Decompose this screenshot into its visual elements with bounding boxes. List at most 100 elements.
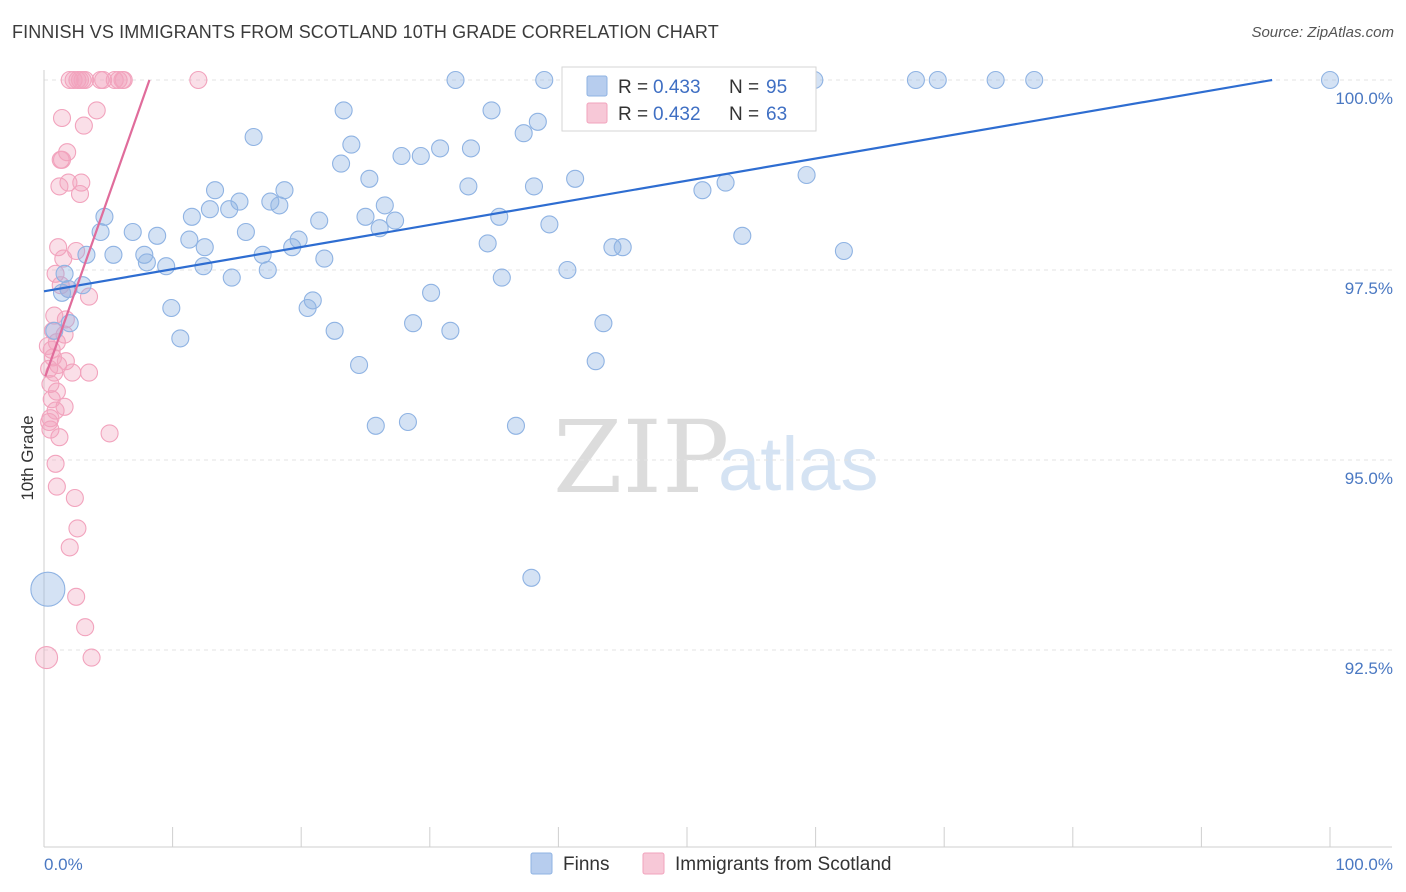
finns-point xyxy=(55,264,74,283)
source-label: Source: ZipAtlas.com xyxy=(1251,24,1394,41)
finns-point xyxy=(906,70,925,90)
finns-point xyxy=(205,181,225,200)
gridlines xyxy=(44,79,1392,651)
finns-point xyxy=(461,139,481,158)
scotland-point xyxy=(68,519,87,538)
finns-point xyxy=(528,112,547,131)
scotland-point xyxy=(41,409,60,428)
finns-point xyxy=(261,192,280,211)
finns-point xyxy=(182,207,201,226)
finns-point xyxy=(258,260,277,280)
finns-point xyxy=(603,238,622,257)
series-legend: Finns Immigrants from Scotland xyxy=(530,852,891,875)
scotland-point xyxy=(35,646,59,670)
finns-point xyxy=(566,169,585,188)
scotland-point xyxy=(47,382,66,401)
finns-point xyxy=(797,165,816,185)
finns-point xyxy=(1320,70,1340,90)
finns-point xyxy=(91,222,110,242)
finns-point xyxy=(162,298,181,318)
finns-point xyxy=(275,181,294,200)
legend-n-value-finns: 95 xyxy=(766,77,787,98)
finns-point xyxy=(586,352,605,371)
bottom-legend-swatch-scotland xyxy=(642,852,665,875)
legend-swatch-finns xyxy=(586,75,608,97)
finns-point xyxy=(194,257,213,276)
finns-point xyxy=(45,321,64,340)
finns-point xyxy=(535,70,554,90)
scotland-point xyxy=(59,173,78,192)
scotland-point xyxy=(72,173,91,192)
finns-point xyxy=(514,124,533,143)
y-tick-labels: 100.0% 97.5% 95.0% 92.5% xyxy=(1335,89,1393,678)
y-tick-label-1: 97.5% xyxy=(1345,279,1393,298)
scotland-trend-line xyxy=(44,79,151,377)
finns-point xyxy=(986,70,1005,90)
scotland-point xyxy=(65,488,84,508)
finns-point xyxy=(325,321,344,340)
scotland-point xyxy=(52,108,72,128)
finns-point xyxy=(431,139,450,158)
finns-point xyxy=(30,571,66,607)
series-scotland-points xyxy=(35,70,208,670)
y-tick-label-3: 92.5% xyxy=(1345,659,1393,678)
finns-point xyxy=(1025,70,1044,90)
legend-r-value-finns: 0.433 xyxy=(653,77,701,98)
finns-point xyxy=(123,222,142,242)
watermark-zip: ZIP xyxy=(553,399,729,516)
scotland-point xyxy=(76,70,95,90)
finns-point xyxy=(137,253,156,272)
series-finns-points xyxy=(30,70,1340,607)
scotland-point xyxy=(79,287,99,306)
finns-point xyxy=(524,177,544,196)
finns-point xyxy=(478,234,497,253)
scotland-point xyxy=(189,70,208,90)
finns-point xyxy=(222,268,241,287)
bottom-legend-label-finns: Finns xyxy=(563,854,609,875)
scotland-point xyxy=(67,241,86,261)
finns-point xyxy=(733,226,752,245)
bottom-legend-swatch-finns xyxy=(530,852,553,875)
finns-point xyxy=(558,260,577,280)
finns-point xyxy=(540,215,559,234)
finns-point xyxy=(342,135,361,154)
x-tick-label-1: 100.0% xyxy=(1335,855,1393,874)
scotland-point xyxy=(74,116,93,135)
correlation-legend: R = 0.433 N = 95 R = 0.432 N = 63 xyxy=(561,66,817,132)
finns-point xyxy=(459,177,478,196)
finns-point xyxy=(446,70,465,90)
scotland-point xyxy=(50,428,69,447)
scotland-point xyxy=(50,177,69,196)
finns-point xyxy=(350,355,369,375)
y-tick-label-2: 95.0% xyxy=(1345,469,1393,488)
scotland-point xyxy=(79,363,99,382)
scotland-point xyxy=(60,538,79,557)
scotland-point xyxy=(87,101,106,120)
finns-point xyxy=(594,314,613,333)
finns-point xyxy=(171,329,190,348)
scotland-point xyxy=(82,648,101,667)
x-tick-marks xyxy=(43,827,1331,847)
finns-point xyxy=(334,101,353,120)
finns-point xyxy=(310,211,329,230)
legend-r-label-scotland: R = xyxy=(618,104,648,125)
y-tick-label-0: 100.0% xyxy=(1335,89,1393,108)
legend-swatch-scotland xyxy=(586,102,608,124)
finns-point xyxy=(716,173,735,192)
finns-point xyxy=(332,154,351,173)
watermark-atlas: atlas xyxy=(718,422,879,507)
finns-point xyxy=(148,226,167,245)
finns-point xyxy=(928,70,947,90)
y-axis-title: 10th Grade xyxy=(18,415,37,500)
finns-point xyxy=(482,101,501,120)
finns-point xyxy=(422,283,441,302)
finns-point xyxy=(236,222,255,242)
finns-point xyxy=(230,192,249,211)
scotland-point xyxy=(45,306,64,325)
legend-n-label-finns: N = xyxy=(729,77,759,98)
legend-r-value-scotland: 0.432 xyxy=(653,104,701,125)
finns-point xyxy=(366,416,385,435)
finns-point xyxy=(404,314,423,333)
scotland-point xyxy=(60,70,79,90)
